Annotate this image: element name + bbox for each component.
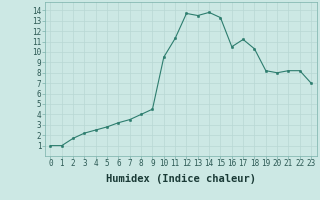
X-axis label: Humidex (Indice chaleur): Humidex (Indice chaleur) (106, 174, 256, 184)
